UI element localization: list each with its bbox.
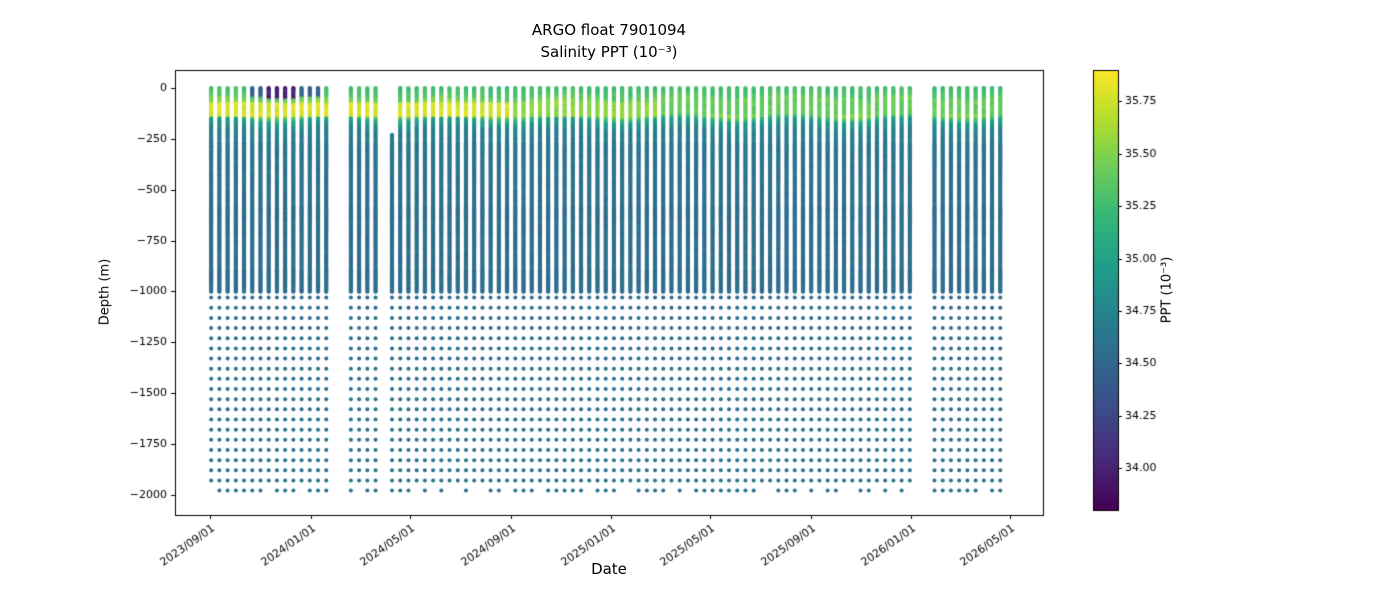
y-axis-label: Depth (m) — [97, 258, 113, 326]
chart-subtitle: Salinity PPT (10⁻³) — [540, 42, 678, 61]
title-block: ARGO float 7901094 Salinity PPT (10⁻³) — [175, 20, 1043, 64]
chart-title: ARGO float 7901094 — [531, 21, 687, 39]
x-axis-label: Date — [591, 560, 627, 578]
colorbar-label: PPT (10⁻³) — [1159, 256, 1175, 324]
